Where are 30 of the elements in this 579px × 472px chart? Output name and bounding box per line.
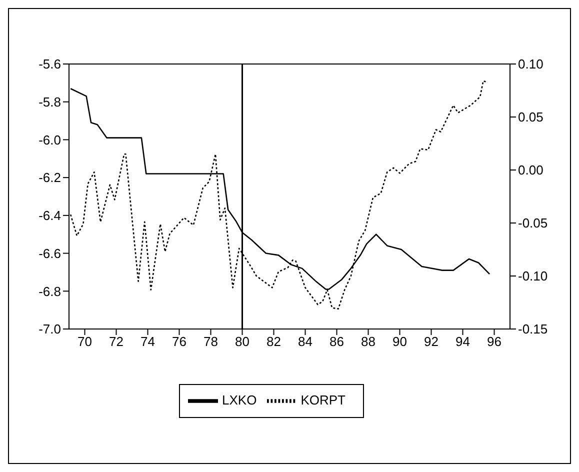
y-tick-label: -6.4 — [38, 208, 61, 224]
y2-tick-label: 0.10 — [518, 56, 544, 72]
x-tick-label: 96 — [487, 334, 502, 350]
x-tick-label: 74 — [140, 334, 155, 350]
y-tick-label: -6.0 — [38, 132, 61, 148]
y-tick-label: -6.8 — [38, 284, 61, 299]
x-tick-label: 78 — [204, 334, 218, 350]
y2-tick-label: -0.10 — [518, 268, 548, 284]
x-tick-label: 90 — [392, 334, 407, 350]
x-tick-label: 86 — [330, 334, 344, 350]
legend-label: KORPT — [300, 392, 346, 408]
x-tick-label: 94 — [456, 334, 470, 350]
y2-tick-label: -0.05 — [518, 216, 548, 231]
y2-tick-label: -0.15 — [518, 322, 548, 337]
y-tick-label: -7.0 — [38, 322, 61, 337]
x-tick-label: 88 — [361, 334, 376, 350]
y-tick-label: -5.8 — [38, 94, 61, 110]
y2-tick-label: 0.00 — [518, 162, 544, 178]
x-tick-label: 70 — [78, 334, 92, 350]
x-tick-label: 80 — [235, 334, 250, 350]
y2-tick-label: 0.05 — [518, 110, 544, 125]
y-tick-label: -5.6 — [38, 56, 61, 72]
legend-label: LXKO — [222, 392, 257, 408]
y-tick-label: -6.6 — [38, 246, 61, 261]
x-tick-label: 76 — [172, 334, 186, 350]
x-tick-label: 84 — [298, 334, 312, 350]
x-tick-label: 82 — [266, 334, 281, 350]
x-tick-label: 92 — [424, 334, 438, 350]
y-tick-label: -6.2 — [38, 170, 61, 186]
x-tick-label: 72 — [109, 334, 124, 350]
